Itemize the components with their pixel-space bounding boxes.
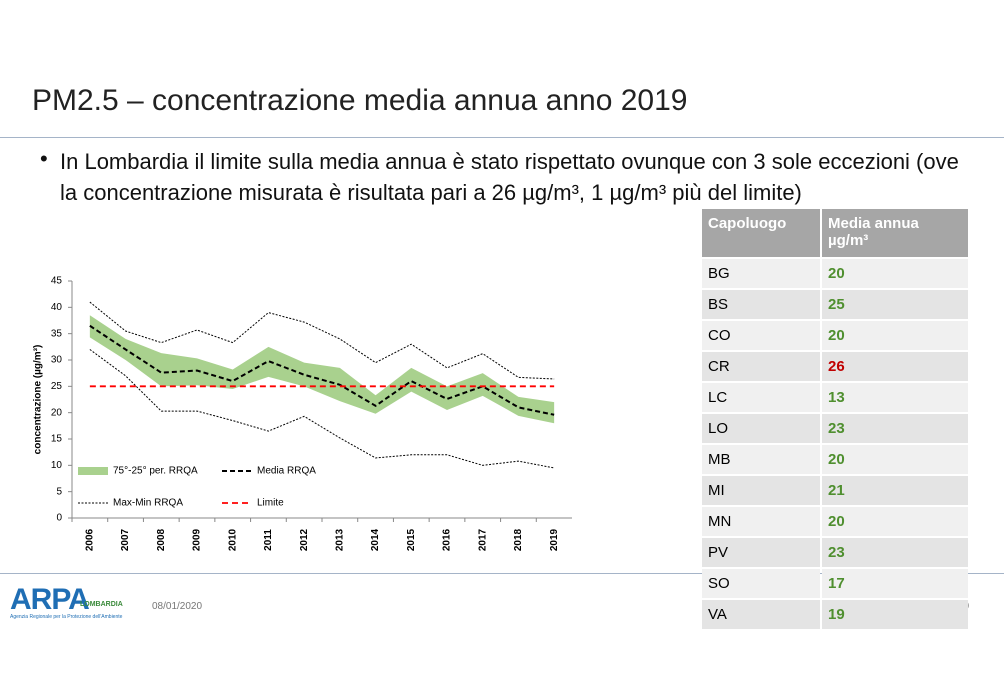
- table-row: BG 20: [702, 259, 968, 288]
- bullet-text: In Lombardia il limite sulla media annua…: [60, 149, 959, 205]
- table: Capoluogo Media annua µg/m³ BG 20 BS 25 CO 20…: [700, 207, 970, 631]
- footer-rule: [0, 573, 1004, 574]
- x-tick-label: 2006: [84, 528, 95, 551]
- x-tick-label: 2008: [156, 528, 167, 551]
- x-tick-label: 2017: [477, 528, 488, 551]
- x-tick-label: 2007: [120, 528, 131, 551]
- city-cell: CO: [708, 327, 731, 344]
- x-tick-label: 2011: [263, 529, 274, 551]
- line: [89, 324, 555, 416]
- table-row: CR 26: [702, 352, 968, 381]
- value-cell: 19: [828, 606, 845, 623]
- x-tick-label: 2010: [227, 528, 238, 551]
- legend-label: Max-Min RRQA: [113, 498, 183, 509]
- table-row: CO 20: [702, 321, 968, 350]
- city-cell: PV: [708, 544, 729, 561]
- y-tick-label: 0: [56, 513, 62, 524]
- page-number: 10: [958, 601, 970, 612]
- date: 08/01/2020: [152, 601, 203, 612]
- city-cell: BG: [708, 265, 730, 282]
- y-tick-label: 10: [51, 460, 63, 471]
- x-tick-label: 2013: [334, 528, 345, 551]
- city-cell: BS: [708, 296, 729, 313]
- table-row: MI 21: [702, 476, 968, 505]
- city-cell: LO: [708, 420, 729, 437]
- slide-title: PM2.5 – concentrazione media annua anno …: [32, 84, 688, 117]
- table-row: VA 19: [702, 600, 968, 629]
- x-tick-label: 2019: [549, 528, 560, 551]
- table-row: LO 23: [702, 414, 968, 443]
- value-cell: 23: [828, 420, 845, 437]
- x-tick-label: 2014: [370, 528, 381, 551]
- y-tick-label: 45: [51, 276, 63, 287]
- legend-swatch: [78, 467, 108, 475]
- x-tick-label: 2015: [406, 528, 417, 551]
- city-cell: LC: [708, 389, 728, 406]
- y-tick-label: 20: [51, 407, 63, 418]
- value-cell: 25: [828, 296, 845, 313]
- city-cell: CR: [708, 358, 730, 375]
- logo-region: LOMBARDIA: [80, 601, 123, 608]
- legend-label: Media RRQA: [257, 466, 316, 477]
- city-cell: MN: [708, 513, 732, 530]
- table-row: PV 23: [702, 538, 968, 567]
- title-rule: [0, 137, 1004, 138]
- y-tick-label: 30: [51, 355, 63, 366]
- x-tick-label: 2009: [192, 528, 203, 551]
- value-cell: 17: [828, 575, 845, 592]
- table-row: BS 25: [702, 290, 968, 319]
- value-cell: 20: [828, 327, 845, 344]
- logo: ARPA: [10, 583, 90, 616]
- bullet-dot: •: [40, 146, 48, 171]
- value-cell: 26: [828, 358, 845, 375]
- x-tick-label: 2016: [442, 528, 453, 551]
- city-cell: MB: [708, 451, 731, 468]
- y-tick-label: 35: [51, 328, 63, 339]
- table-header: Media annua µg/m³: [828, 215, 919, 249]
- y-axis-label: concentrazione (µg/m³): [33, 345, 44, 455]
- value-cell: 21: [828, 482, 845, 499]
- value-cell: 20: [828, 451, 845, 468]
- y-tick-label: 25: [51, 381, 63, 392]
- value-cell: 20: [828, 513, 845, 530]
- logo-agency: Agenzia Regionale per la Protezione dell…: [10, 614, 123, 620]
- value-cell: 23: [828, 544, 845, 561]
- table-header: Capoluogo: [708, 215, 787, 232]
- value-cell: 13: [828, 389, 845, 406]
- y-tick-label: 5: [56, 486, 62, 497]
- x-tick-label: 2012: [299, 528, 310, 551]
- table-row: LC 13: [702, 383, 968, 412]
- city-cell: MI: [708, 482, 725, 499]
- city-cell: VA: [708, 606, 727, 623]
- table-row: MN 20: [702, 507, 968, 536]
- value-cell: 20: [828, 265, 845, 282]
- y-tick-label: 15: [51, 434, 63, 445]
- band-area: [89, 315, 555, 424]
- table-row: MB 20: [702, 445, 968, 474]
- legend-label: 75°-25° per. RRQA: [113, 466, 198, 477]
- table-row: SO 17: [702, 569, 968, 598]
- legend-label: Limite: [257, 498, 284, 509]
- y-tick-label: 40: [51, 302, 63, 313]
- city-cell: SO: [708, 575, 730, 592]
- line: [89, 349, 555, 469]
- x-tick-label: 2018: [513, 528, 524, 551]
- line: [89, 301, 555, 380]
